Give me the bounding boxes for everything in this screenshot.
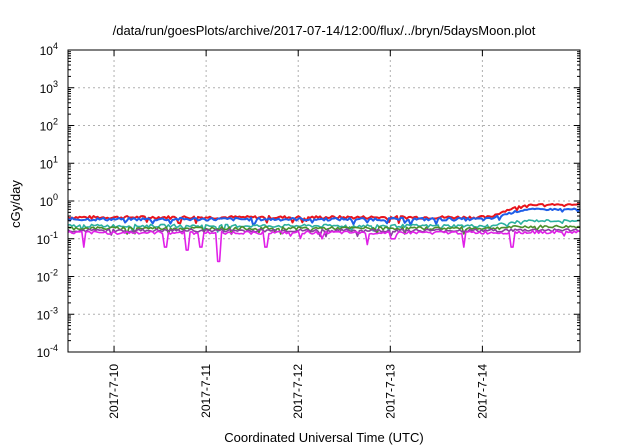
x-tick-label: 2017-7-12: [291, 364, 305, 419]
series-group: [67, 203, 581, 263]
series-line: [67, 207, 581, 227]
y-tick-label: 10-3: [37, 305, 58, 322]
y-tick-label: 100: [40, 192, 58, 209]
y-tick-label: 102: [40, 117, 58, 134]
chart-title: /data/run/goesPlots/archive/2017-07-14/1…: [113, 23, 536, 38]
ticks: 10-4 10-3 10-2 10-1 100 101 102 103 104 2017-7-10…: [37, 41, 580, 419]
series-line: [67, 224, 581, 236]
series-line: [67, 219, 581, 233]
y-tick-label: 10-2: [37, 268, 58, 285]
y-tick-label: 101: [40, 154, 58, 171]
y-tick-label: 104: [40, 41, 58, 58]
x-tick-label: 2017-7-11: [199, 364, 213, 418]
x-tick-label: 2017-7-10: [107, 364, 121, 419]
series-line: [67, 228, 581, 238]
x-axis-label: Coordinated Universal Time (UTC): [224, 430, 423, 445]
y-tick-label: 10-1: [37, 230, 58, 247]
y-tick-label: 103: [40, 79, 58, 96]
y-axis-label: cGy/day: [8, 180, 23, 228]
x-tick-label: 2017-7-14: [475, 364, 489, 419]
grid: [68, 50, 580, 352]
x-tick-label: 2017-7-13: [383, 364, 397, 419]
y-tick-label: 10-4: [37, 343, 58, 360]
series-line: [67, 203, 580, 225]
series-line: [67, 230, 581, 263]
